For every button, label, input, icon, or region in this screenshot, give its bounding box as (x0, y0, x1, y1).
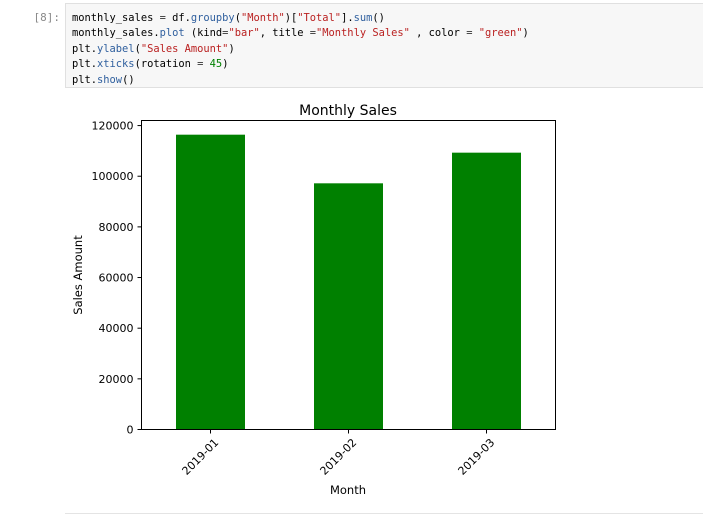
code-token: plt. (72, 73, 98, 86)
code-token: = (309, 27, 317, 40)
code-token: , title (259, 27, 310, 40)
code-token: 45 (209, 58, 223, 71)
bar-2019-01 (176, 134, 245, 430)
code-token: monthly_sales (72, 12, 160, 24)
code-token: plt. (72, 58, 98, 71)
y-tick-label: 120000 (92, 120, 134, 133)
code-token: show (97, 73, 123, 86)
code-token: ]. (341, 12, 354, 24)
code-token: () (372, 12, 385, 24)
bars-group (176, 134, 521, 430)
code-token: = (466, 27, 473, 40)
bar-2019-02 (314, 183, 383, 430)
code-token: "Total" (297, 12, 342, 24)
code-token: (kind (184, 27, 223, 40)
x-axis: 2019-01 2019-02 2019-03 (180, 429, 498, 478)
code-token: ) (522, 27, 529, 40)
code-token: ) (228, 42, 235, 55)
code-token: = (197, 58, 204, 71)
code-token: df. (165, 12, 191, 24)
code-token: "bar" (228, 27, 260, 40)
code-token: ) (222, 58, 229, 71)
y-tick-label: 60000 (99, 272, 134, 285)
code-token: "Month" (240, 12, 285, 24)
code-token: plot (159, 27, 185, 40)
bar-chart: Monthly Sales 0 20000 40000 60000 80000 10000… (71, 103, 556, 497)
y-axis: 0 20000 40000 60000 80000 100000 120000 (92, 120, 142, 437)
code-token: , color (409, 27, 467, 40)
y-tick-label: 40000 (99, 322, 134, 335)
code-editor[interactable]: monthly_sales = df.groupby("Month")["Tot… (66, 4, 703, 88)
x-tick-label: 2019-02 (318, 436, 360, 478)
code-line: monthly_sales = df.groupby("Month")["Tot… (72, 12, 385, 24)
code-token: = (159, 12, 166, 24)
code-token: groupby (190, 12, 235, 24)
y-tick-label: 80000 (99, 221, 134, 234)
code-token: sum (353, 12, 373, 24)
code-token: = (222, 27, 229, 40)
chart-title: Monthly Sales (299, 103, 397, 119)
y-tick-label: 100000 (92, 170, 134, 183)
code-token: ( (234, 12, 241, 24)
code-token: "Sales Amount" (140, 42, 229, 55)
code-token: xticks (97, 58, 135, 71)
x-tick-label: 2019-03 (456, 436, 498, 478)
code-cell-input[interactable]: monthly_sales = df.groupby("Month")["Tot… (65, 3, 703, 88)
y-tick-label: 20000 (99, 373, 134, 386)
code-line: plt.show() (72, 74, 135, 86)
code-token: "green" (478, 27, 523, 40)
bar-2019-03 (452, 152, 521, 430)
code-line: plt.xticks(rotation = 45) (72, 58, 228, 70)
code-token: "Monthly Sales" (316, 27, 410, 40)
code-token: ylabel (97, 42, 135, 55)
code-line: plt.ylabel("Sales Amount") (72, 43, 235, 55)
code-token: ( (134, 42, 141, 55)
code-token: monthly_sales. (72, 27, 160, 40)
code-line: monthly_sales.plot (kind="bar", title ="… (72, 27, 529, 39)
code-token: plt. (72, 42, 98, 55)
code-token: () (122, 73, 135, 86)
y-axis-label: Sales Amount (71, 235, 85, 315)
code-token: )[ (284, 12, 298, 24)
y-tick-label: 0 (127, 424, 134, 437)
cell-divider (65, 513, 703, 514)
code-token: (rotation (134, 58, 198, 71)
x-axis-label: Month (330, 483, 366, 497)
x-tick-label: 2019-01 (180, 436, 222, 478)
cell-prompt: [8]: (33, 11, 61, 24)
cell-output: Monthly Sales 0 20000 40000 60000 80000 10000… (0, 90, 703, 514)
